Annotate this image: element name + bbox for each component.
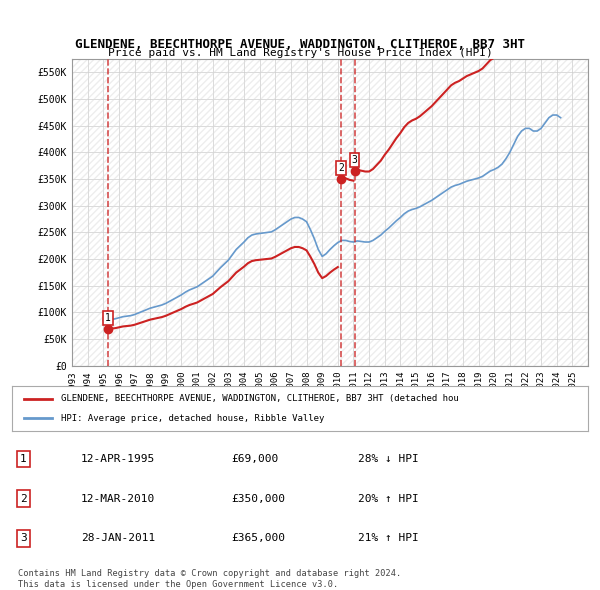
Text: 3: 3	[20, 533, 27, 543]
Text: Contains HM Land Registry data © Crown copyright and database right 2024.
This d: Contains HM Land Registry data © Crown c…	[18, 569, 401, 589]
Text: 1: 1	[105, 313, 110, 323]
Text: GLENDENE, BEECHTHORPE AVENUE, WADDINGTON, CLITHEROE, BB7 3HT: GLENDENE, BEECHTHORPE AVENUE, WADDINGTON…	[75, 38, 525, 51]
Text: £69,000: £69,000	[231, 454, 278, 464]
Text: 12-APR-1995: 12-APR-1995	[81, 454, 155, 464]
Text: 28% ↓ HPI: 28% ↓ HPI	[358, 454, 418, 464]
Text: £365,000: £365,000	[231, 533, 285, 543]
Text: 12-MAR-2010: 12-MAR-2010	[81, 494, 155, 503]
Text: HPI: Average price, detached house, Ribble Valley: HPI: Average price, detached house, Ribb…	[61, 414, 325, 423]
Text: 3: 3	[352, 155, 358, 165]
Text: 2: 2	[338, 163, 344, 173]
Text: 21% ↑ HPI: 21% ↑ HPI	[358, 533, 418, 543]
Text: 20% ↑ HPI: 20% ↑ HPI	[358, 494, 418, 503]
Text: 2: 2	[20, 494, 27, 503]
Text: GLENDENE, BEECHTHORPE AVENUE, WADDINGTON, CLITHEROE, BB7 3HT (detached hou: GLENDENE, BEECHTHORPE AVENUE, WADDINGTON…	[61, 394, 459, 404]
Text: Price paid vs. HM Land Registry's House Price Index (HPI): Price paid vs. HM Land Registry's House …	[107, 48, 493, 58]
Text: £350,000: £350,000	[231, 494, 285, 503]
Text: 28-JAN-2011: 28-JAN-2011	[81, 533, 155, 543]
Text: 1: 1	[20, 454, 27, 464]
